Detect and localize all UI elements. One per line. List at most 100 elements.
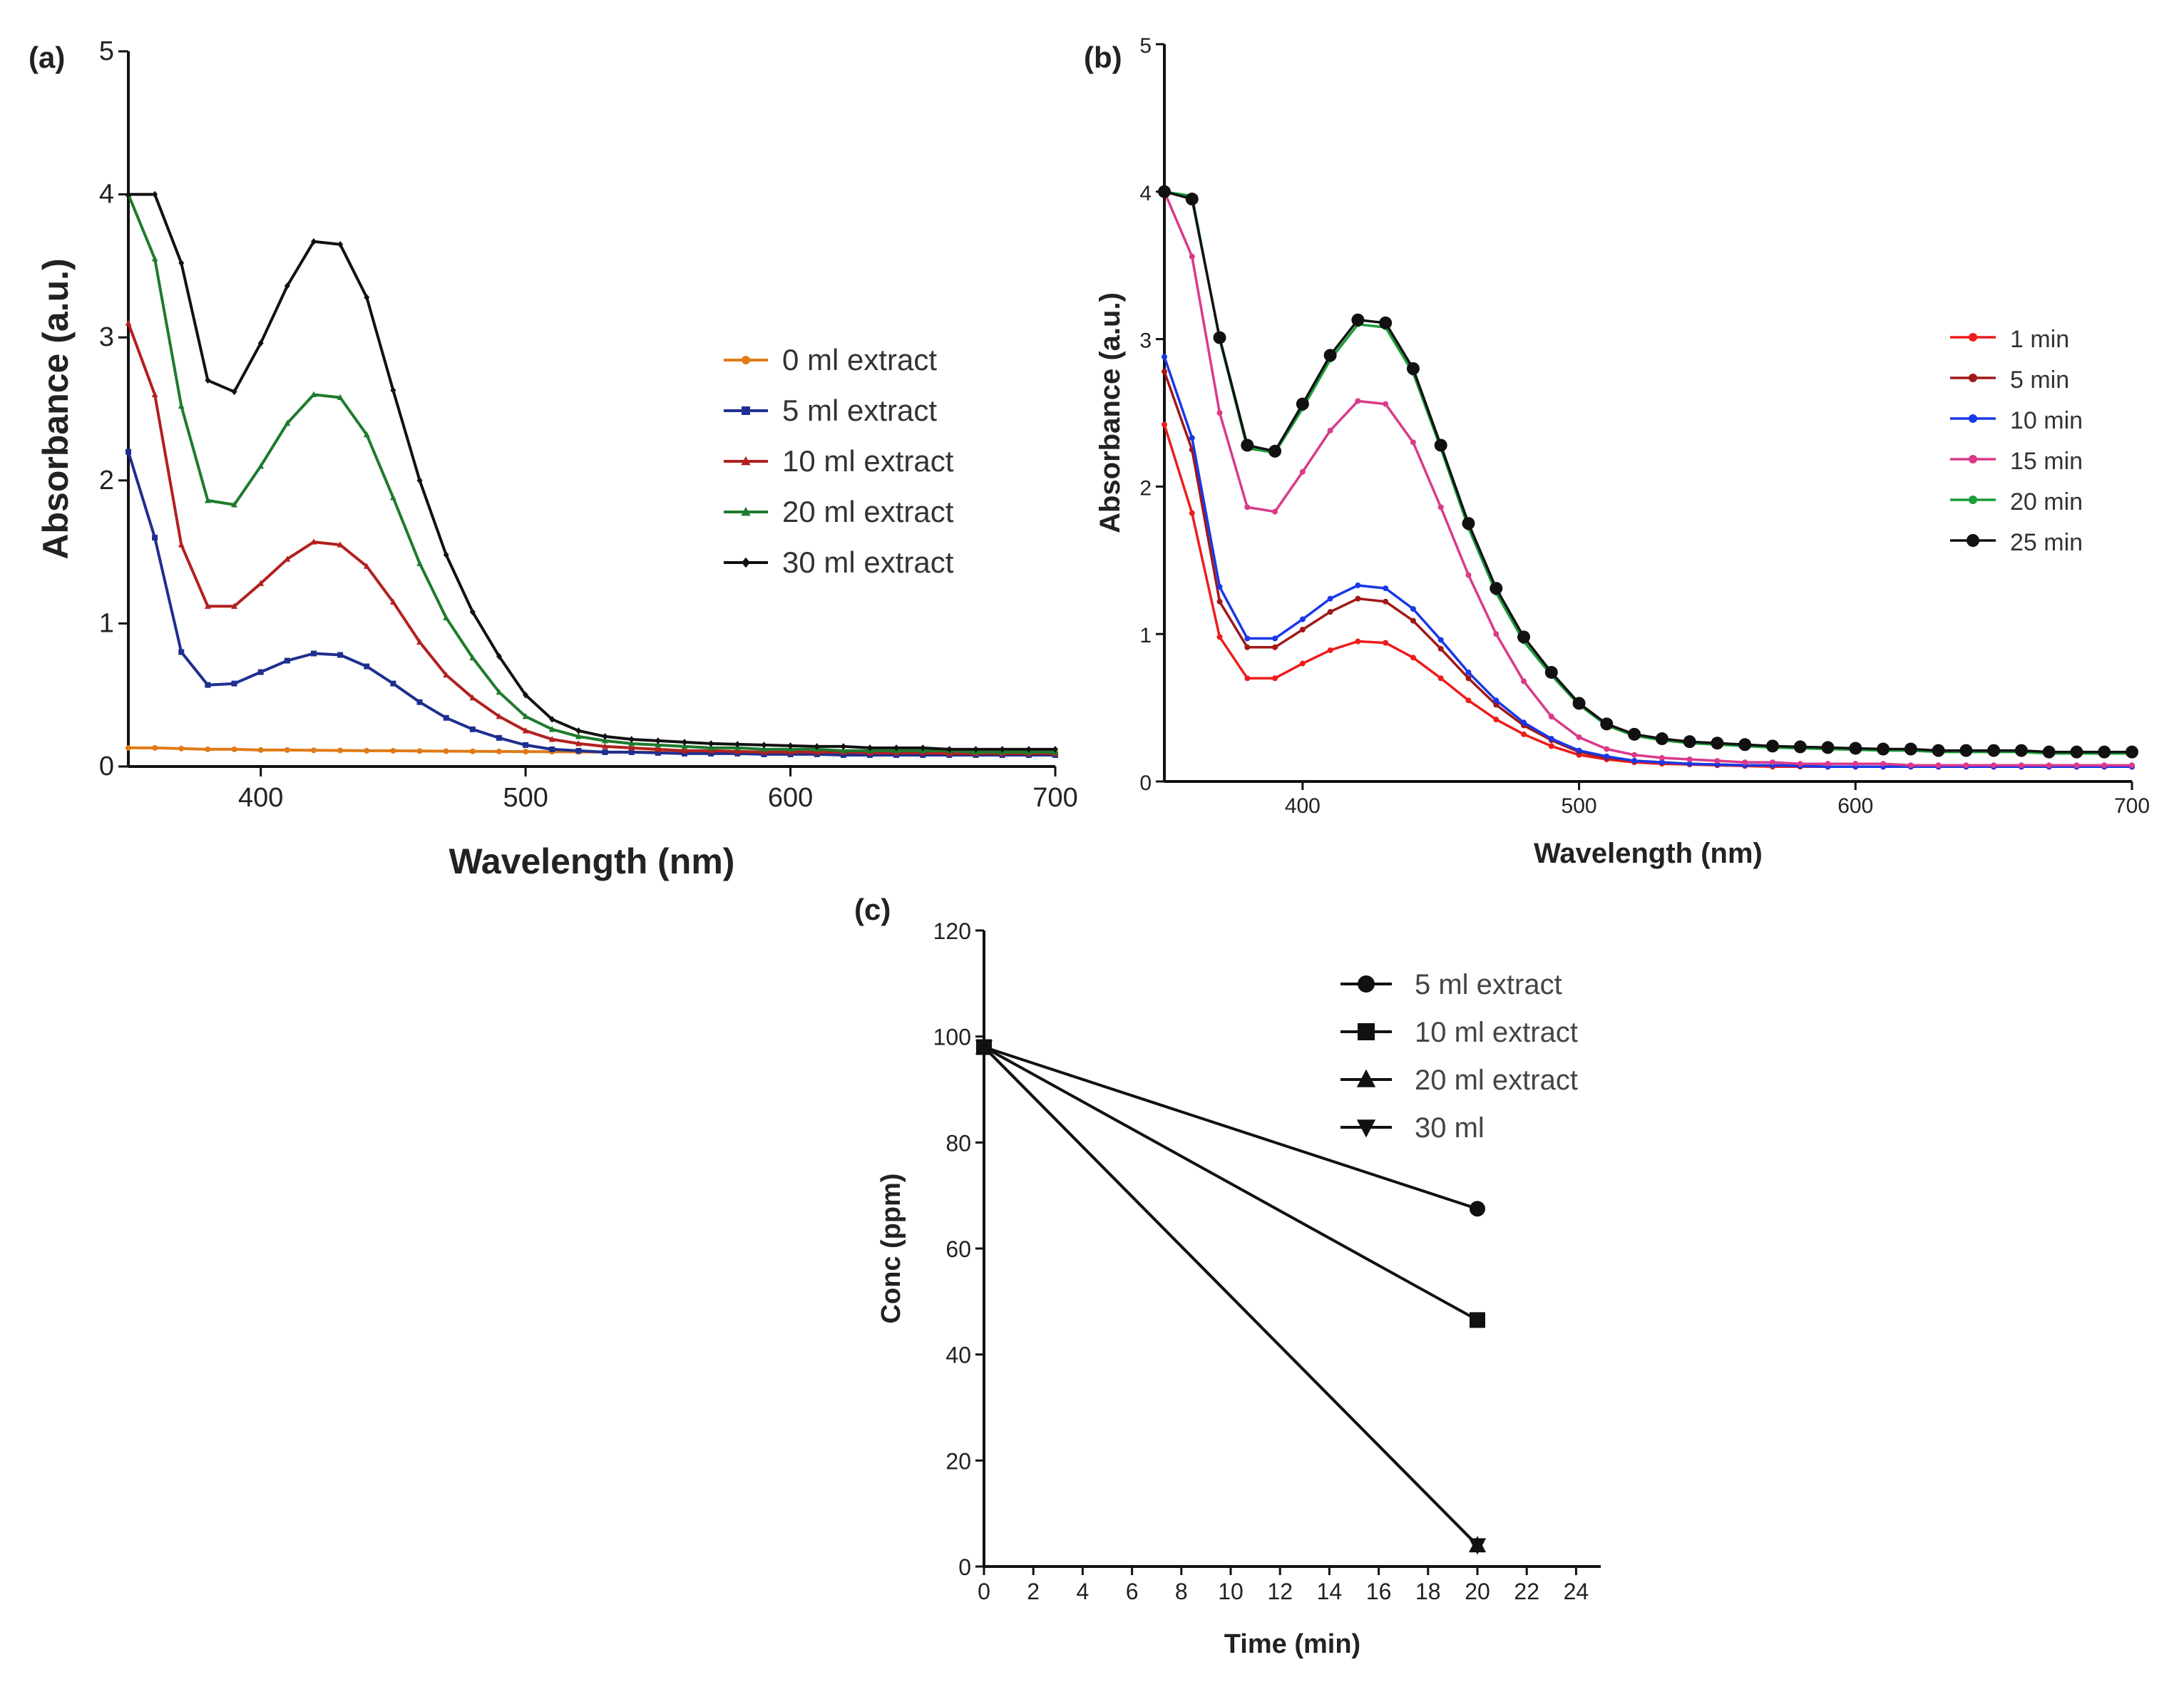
data-point: [1216, 410, 1223, 416]
data-point: [1241, 439, 1254, 452]
data-point-shape: [1544, 665, 1558, 679]
data-point-shape: [1437, 504, 1444, 511]
data-point-shape: [682, 739, 687, 746]
data-point: [257, 580, 265, 586]
data-point-shape: [975, 1040, 993, 1057]
data-point-shape: [1434, 439, 1447, 452]
data-point-shape: [390, 598, 396, 605]
data-point-shape: [1658, 754, 1665, 761]
data-point-shape: [1493, 702, 1499, 708]
data-point-shape: [1465, 669, 1472, 675]
data-point-shape: [1493, 631, 1499, 637]
data-point: [2101, 762, 2108, 769]
legend-marker: [1358, 975, 1375, 993]
data-point-shape: [1769, 759, 1775, 766]
data-point-shape: [1299, 626, 1306, 632]
y-tick-label: 1: [99, 608, 114, 638]
data-point-shape: [231, 603, 237, 609]
legend-marker-shape: [741, 456, 751, 466]
data-point: [707, 744, 714, 751]
data-point: [946, 746, 953, 753]
data-point: [310, 391, 317, 398]
data-point: [1793, 740, 1807, 754]
data-point: [1742, 759, 1748, 766]
legend-marker: [1967, 534, 1979, 547]
legend-label: 20 ml extract: [782, 495, 954, 528]
y-tick-label: 40: [945, 1343, 971, 1368]
data-point-shape: [284, 282, 290, 289]
data-point: [363, 431, 370, 438]
data-point-shape: [1355, 595, 1361, 602]
data-point-shape: [1216, 584, 1223, 590]
data-point: [1216, 584, 1223, 590]
data-point: [1797, 761, 1803, 767]
data-point-shape: [1821, 741, 1835, 754]
data-point-shape: [337, 541, 344, 548]
data-point: [364, 747, 370, 754]
data-point-shape: [469, 608, 476, 616]
series-line: [1163, 356, 2132, 769]
series-25-min: [1158, 185, 2138, 759]
data-point: [1299, 468, 1306, 475]
y-tick-label: 0: [99, 752, 114, 781]
data-point: [548, 726, 555, 732]
series-30-ml: [975, 1040, 1487, 1555]
data-point: [390, 680, 396, 687]
data-point: [1877, 742, 1890, 756]
data-point-shape: [1683, 735, 1696, 749]
data-point-shape: [1327, 427, 1333, 434]
legend-label: 30 ml extract: [782, 545, 954, 579]
y-tick-label: 0: [1139, 771, 1152, 795]
data-point-shape: [628, 744, 635, 751]
data-point-shape: [1323, 349, 1337, 362]
data-point-shape: [257, 339, 264, 347]
x-axis-title: Time (min): [1224, 1629, 1360, 1659]
data-point-shape: [655, 746, 662, 752]
data-point-shape: [549, 746, 555, 752]
data-point: [1216, 634, 1223, 640]
data-point-shape: [1383, 598, 1389, 605]
data-point-shape: [1493, 717, 1499, 723]
data-point-shape: [443, 551, 449, 558]
data-point-shape: [548, 726, 555, 732]
y-tick-label: 0: [958, 1554, 971, 1580]
data-point-shape: [1299, 468, 1306, 475]
y-axis-title: Conc (ppm): [876, 1173, 906, 1323]
data-point: [1628, 727, 1641, 741]
data-point-shape: [1383, 640, 1389, 646]
data-point-shape: [814, 743, 820, 750]
data-point-shape: [1465, 675, 1472, 682]
data-point: [1600, 717, 1614, 731]
data-point-shape: [310, 538, 317, 545]
legend-marker-shape: [1969, 333, 1977, 342]
legend-entry: 0 ml extract: [724, 343, 937, 376]
data-point-shape: [1631, 752, 1638, 758]
data-point-shape: [523, 749, 529, 755]
data-point-shape: [416, 477, 423, 484]
data-point-shape: [1935, 762, 1942, 769]
legend-marker-shape: [1967, 534, 1979, 547]
data-point: [390, 598, 396, 605]
y-tick-label: 80: [945, 1130, 971, 1156]
legend-marker: [742, 557, 750, 568]
data-point: [443, 614, 450, 620]
data-point: [1769, 759, 1775, 766]
legend-entry: 30 ml: [1340, 1112, 1485, 1144]
y-tick-label: 100: [933, 1025, 971, 1050]
data-point: [1521, 719, 1527, 726]
data-point: [443, 714, 449, 721]
data-point: [2042, 745, 2056, 759]
data-point: [152, 535, 158, 541]
data-point: [1327, 427, 1333, 434]
x-tick-label: 700: [2114, 794, 2150, 818]
data-point: [151, 255, 158, 262]
data-point: [840, 747, 847, 754]
data-point: [337, 652, 344, 658]
data-point: [1714, 758, 1721, 764]
data-point-shape: [1437, 637, 1444, 643]
data-point: [416, 560, 423, 566]
data-point-shape: [1299, 660, 1306, 667]
data-point-shape: [575, 740, 582, 747]
data-point: [151, 391, 158, 398]
panel-b: (b) 0 1 2 3 4 5 400 500 600 700 Wavelength (nm) Abso…: [1084, 34, 2150, 869]
